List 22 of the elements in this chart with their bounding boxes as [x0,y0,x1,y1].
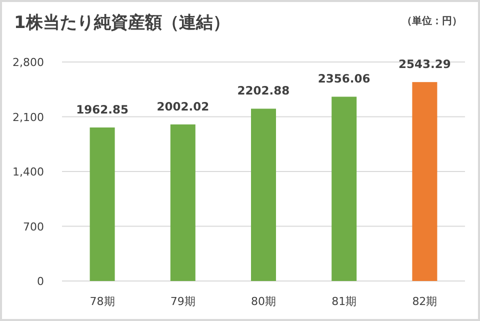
bar [170,124,196,281]
x-tick-label: 81期 [332,295,357,308]
x-tick-label: 78期 [90,295,115,308]
y-tick-label: 2,100 [12,110,44,124]
bar [412,82,438,281]
x-tick-label: 79期 [170,295,196,308]
bar [332,96,357,281]
data-label: 2543.29 [398,57,451,72]
data-label: 2356.06 [318,72,370,86]
x-tick-label: 82期 [412,295,438,308]
x-tick-label: 80期 [251,295,276,308]
chart-title: 1株当たり純資産額（連結） [14,13,230,33]
text: （単位：円） [402,15,462,27]
y-tick-label: 700 [23,220,44,234]
data-label: 2202.88 [237,84,290,98]
bar [251,108,276,281]
data-label: 2002.02 [156,99,210,114]
bar [90,127,115,281]
y-tick-label: 2,800 [12,56,44,69]
y-tick-label: 0 [37,275,44,288]
y-tick-label: 1,400 [12,166,44,178]
data-label: 1962.85 [76,102,128,116]
